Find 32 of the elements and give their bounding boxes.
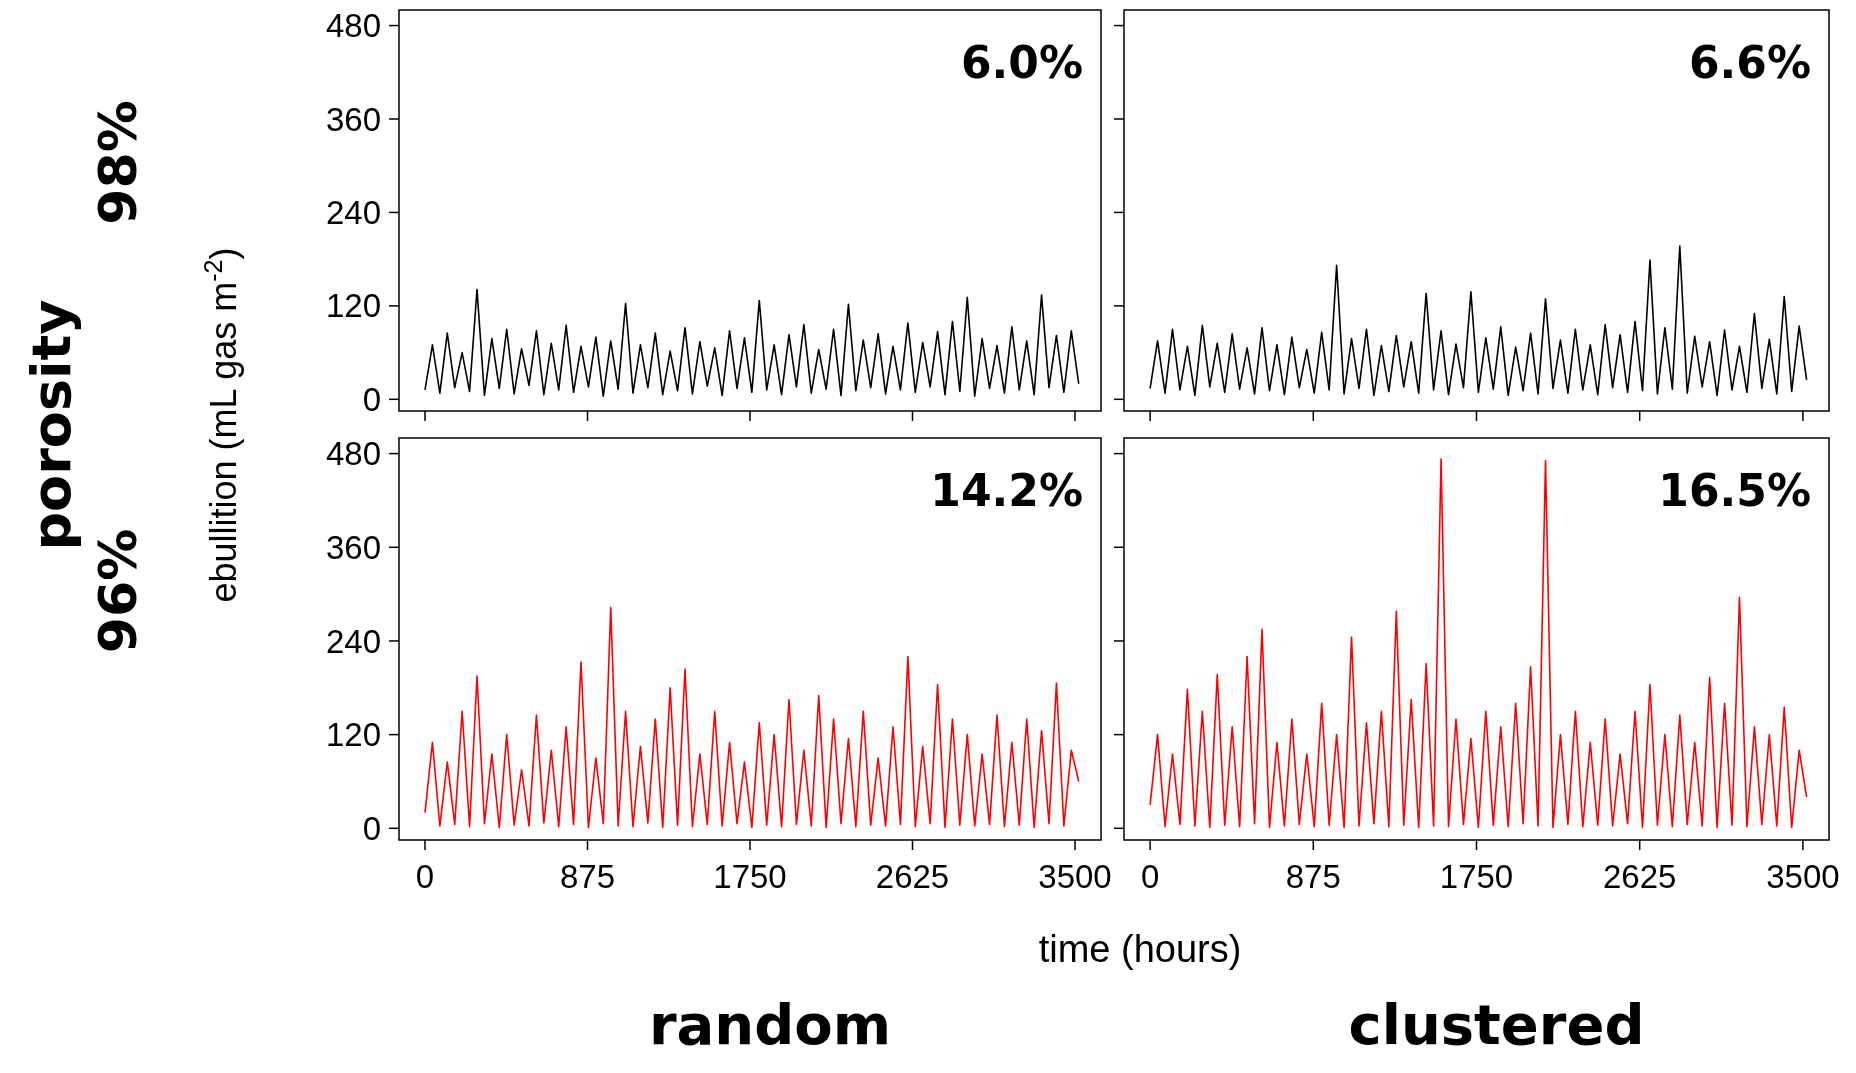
text: 96% (88, 528, 148, 654)
x-tick-label: 2625 (1602, 858, 1677, 895)
x-tick-label: 3500 (1766, 858, 1840, 895)
annotation: 6.6% (1688, 37, 1811, 88)
y-tick-label: 120 (325, 287, 381, 325)
text: 98% (88, 100, 148, 225)
x-tick-label: 1750 (1439, 858, 1514, 895)
y-tick-label: 360 (325, 100, 381, 138)
x-tick-label: 0 (415, 858, 435, 895)
x-tick-label: 875 (559, 858, 616, 895)
text: porosity (20, 299, 83, 551)
y-tick-label: 240 (325, 622, 381, 660)
y-tick-label: 360 (325, 528, 381, 566)
y-tick-label: 0 (362, 809, 381, 847)
y-tick-label: 480 (325, 435, 381, 473)
annotation: 14.2% (930, 465, 1083, 516)
y-tick-label: 0 (362, 380, 381, 418)
text: random (648, 992, 892, 1057)
line-series (424, 288, 1080, 398)
x-tick-label: 875 (1285, 858, 1341, 895)
annotation: 16.5% (1658, 465, 1811, 516)
line-series (424, 606, 1080, 829)
y-tick-label: 240 (325, 194, 381, 231)
x-axis-title: time (hours) (1038, 928, 1242, 970)
text: clustered (1348, 992, 1645, 1057)
annotation: 6.0% (960, 37, 1083, 88)
x-tick-label: 0 (1140, 858, 1160, 895)
y-tick-label: 120 (325, 716, 381, 754)
x-tick-label: 2625 (875, 858, 950, 895)
x-tick-label: 3500 (1038, 858, 1112, 895)
y-tick-label: 480 (325, 7, 381, 45)
x-tick-label: 1750 (713, 858, 787, 895)
